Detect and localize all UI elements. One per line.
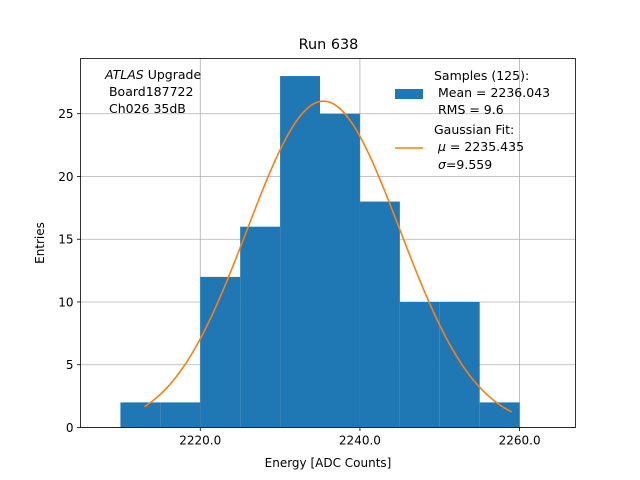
histogram-bar [320,113,360,428]
histogram-bar [280,76,321,428]
legend: Samples (125): Mean = 2236.043 RMS = 9.6… [395,68,550,172]
annotation-line-1: ATLAS Upgrade [104,67,201,82]
y-axis-label: Entries [33,222,47,264]
plot-frame [80,58,576,428]
x-tick-label: 2220.0 [179,434,221,448]
histogram-bar [120,402,161,428]
x-axis-ticks: 2220.0 2240.0 2260.0 [179,427,541,448]
gaussian-fit-curve [143,100,512,413]
legend-fit-sigma: σ=9.559 [438,157,492,172]
sigma-value: =9.559 [446,157,492,172]
x-tick-label: 2240.0 [339,434,381,448]
histogram-bars [120,76,520,428]
mu-symbol: μ [437,139,446,154]
x-tick-label: 2260.0 [499,434,541,448]
annotation-channel: Ch026 35dB [105,101,186,116]
chart-title: Run 638 [299,37,359,53]
legend-samples-swatch [395,89,423,99]
histogram-bar [200,276,241,428]
legend-samples-rms: RMS = 9.6 [434,102,504,117]
legend-fit-line-1: Gaussian Fit: [434,122,514,137]
legend-samples-mean: Mean = 2236.043 [434,85,550,100]
y-tick-label: 20 [58,170,73,184]
sigma-symbol: σ [438,157,447,172]
upgrade-label: Upgrade [144,67,202,82]
histogram-bar [399,301,440,428]
histogram-bar [479,402,520,428]
histogram-bar [160,402,201,428]
x-axis-label: Energy [ADC Counts] [265,456,392,470]
histogram-bar [439,301,480,428]
y-tick-label: 25 [58,107,73,121]
legend-fit-mu: μ = 2235.435 [437,139,524,154]
y-tick-label: 15 [58,233,73,247]
y-axis-ticks: 0 5 10 15 20 25 [58,107,81,435]
y-tick-label: 5 [66,358,74,372]
legend-samples-line-1: Samples (125): [434,68,529,83]
atlas-annotation: ATLAS Upgrade Board187722 Ch026 35dB [104,67,201,116]
annotation-board: Board187722 [105,84,193,99]
atlas-label: ATLAS [104,67,144,82]
histogram-bar [240,226,281,428]
histogram-bar [359,201,400,428]
y-tick-label: 0 [66,421,74,435]
mu-value: = 2235.435 [446,139,524,154]
y-tick-label: 10 [58,295,73,309]
